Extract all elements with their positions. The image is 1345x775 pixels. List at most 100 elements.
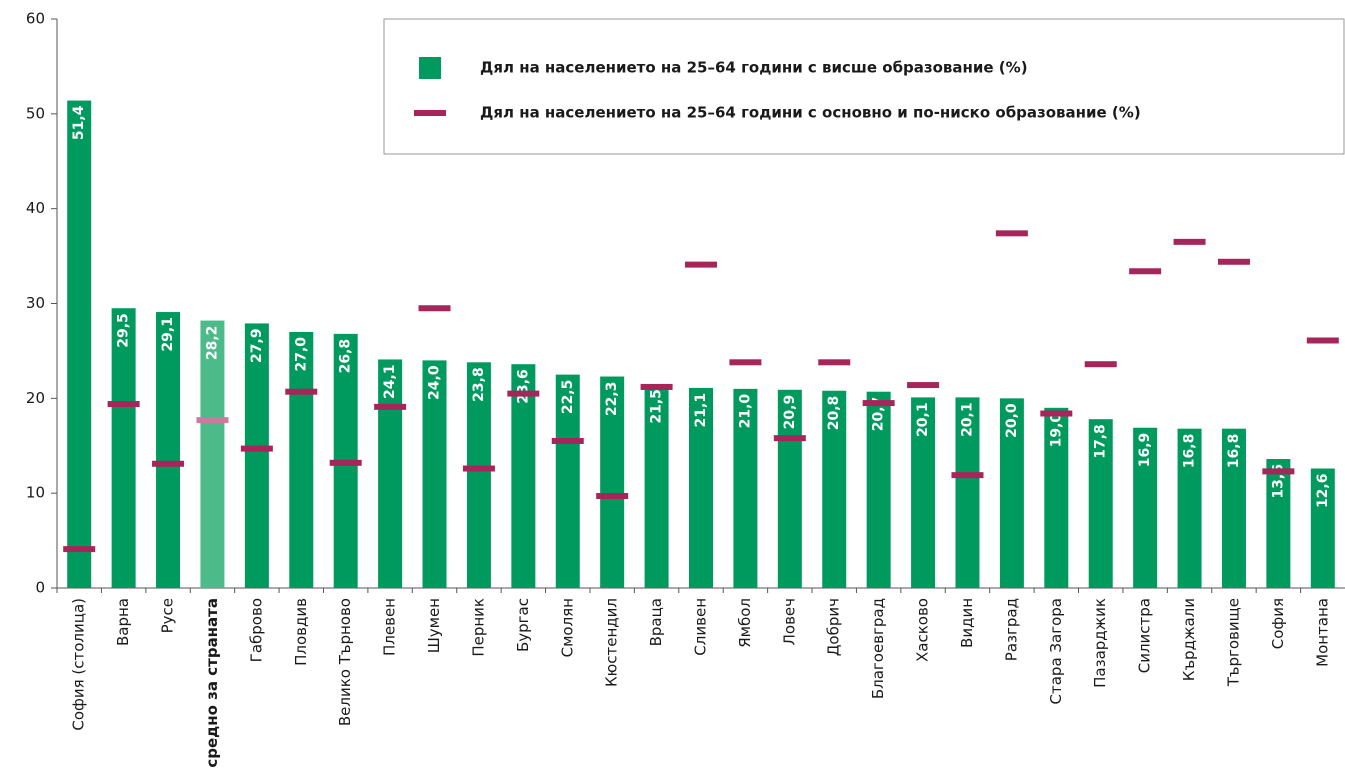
marker bbox=[196, 417, 229, 424]
bar bbox=[777, 389, 802, 588]
y-tick-label: 30 bbox=[26, 294, 45, 312]
legend-label: Дял на населението на 25–64 години с осн… bbox=[480, 104, 1141, 122]
marker bbox=[551, 438, 584, 445]
marker bbox=[729, 359, 762, 366]
bar bbox=[1266, 459, 1291, 588]
x-tick-label: Хасково bbox=[914, 598, 932, 662]
bar bbox=[1310, 468, 1335, 588]
marker bbox=[1040, 410, 1073, 417]
bar bbox=[466, 362, 491, 588]
x-tick-label: Благоевград bbox=[869, 598, 887, 699]
bar bbox=[1177, 428, 1202, 588]
value-label: 12,6 bbox=[1315, 474, 1331, 509]
x-tick-label: Велико Търново bbox=[336, 598, 354, 726]
bar bbox=[1088, 419, 1113, 588]
x-tick-label: Плевен bbox=[381, 598, 399, 656]
value-label: 21,1 bbox=[693, 393, 709, 428]
y-tick-label: 50 bbox=[26, 104, 45, 122]
x-tick-label: Добрич bbox=[825, 598, 843, 656]
marker bbox=[507, 390, 540, 397]
value-label: 27,9 bbox=[249, 328, 265, 363]
x-tick-label: Габрово bbox=[247, 598, 265, 662]
y-tick-label: 20 bbox=[26, 389, 45, 407]
x-tick-label: Перник bbox=[469, 598, 487, 657]
value-label: 16,9 bbox=[1137, 433, 1153, 468]
value-label: 24,1 bbox=[382, 364, 398, 399]
bar bbox=[689, 387, 713, 588]
x-tick-label: Ямбол bbox=[736, 598, 754, 648]
x-tick-label: Търговище bbox=[1224, 598, 1242, 687]
bar bbox=[422, 360, 447, 588]
x-tick-label: Враца bbox=[647, 598, 665, 646]
legend-swatch bbox=[419, 57, 441, 79]
bar bbox=[111, 308, 136, 588]
marker bbox=[1262, 468, 1295, 475]
value-label: 29,5 bbox=[116, 313, 132, 348]
marker bbox=[951, 472, 984, 479]
x-tick-label: Шумен bbox=[425, 598, 443, 653]
marker bbox=[152, 460, 185, 467]
x-tick-label: средно за страната bbox=[203, 598, 221, 768]
legend-swatch bbox=[414, 110, 446, 116]
bar bbox=[289, 331, 314, 588]
y-tick-label: 60 bbox=[26, 10, 45, 28]
marker bbox=[773, 435, 806, 442]
bar bbox=[1133, 427, 1158, 588]
legend-box bbox=[383, 18, 1345, 155]
value-label: 22,5 bbox=[560, 380, 576, 415]
y-tick-label: 0 bbox=[35, 579, 45, 597]
marker bbox=[462, 465, 495, 472]
value-label: 26,8 bbox=[338, 339, 354, 374]
x-tick-label: София (столица) bbox=[70, 598, 88, 731]
bar bbox=[378, 359, 403, 588]
legend-label: Дял на населението на 25–64 години с вис… bbox=[480, 59, 1028, 77]
bar bbox=[600, 376, 625, 588]
value-label: 24,0 bbox=[427, 365, 443, 400]
x-tick-label: Бургас bbox=[514, 598, 532, 652]
value-label: 20,9 bbox=[782, 395, 798, 430]
marker bbox=[818, 359, 851, 366]
y-tick-label: 10 bbox=[26, 484, 45, 502]
x-tick-label: Кърджали bbox=[1180, 598, 1198, 681]
y-tick-label: 40 bbox=[26, 199, 45, 217]
value-label: 21,0 bbox=[737, 394, 753, 429]
marker bbox=[1173, 238, 1206, 245]
x-tick-label: Ловеч bbox=[780, 598, 798, 645]
value-label: 20,8 bbox=[826, 396, 842, 431]
marker bbox=[374, 403, 407, 410]
value-label: 28,2 bbox=[204, 326, 220, 361]
marker bbox=[907, 382, 940, 389]
value-label: 17,8 bbox=[1093, 424, 1109, 459]
bar bbox=[244, 323, 269, 588]
value-label: 21,5 bbox=[649, 389, 665, 424]
x-tick-label: Монтана bbox=[1313, 598, 1331, 667]
marker bbox=[1306, 337, 1339, 344]
value-label: 23,6 bbox=[515, 369, 531, 404]
value-label: 20,0 bbox=[1004, 403, 1020, 438]
x-tick-label: Русе bbox=[159, 598, 177, 633]
marker bbox=[1084, 361, 1117, 368]
x-tick-label: Смолян bbox=[558, 598, 576, 657]
value-label: 16,8 bbox=[1226, 434, 1242, 469]
bar bbox=[911, 397, 936, 588]
bar bbox=[1044, 407, 1069, 588]
marker bbox=[107, 401, 140, 408]
marker bbox=[1129, 268, 1162, 275]
bar bbox=[156, 312, 181, 588]
bar bbox=[644, 384, 669, 588]
bar bbox=[866, 391, 891, 588]
x-tick-label: Видин bbox=[958, 598, 976, 648]
x-tick-label: Варна bbox=[114, 598, 132, 646]
marker bbox=[640, 383, 673, 390]
value-label: 23,8 bbox=[471, 367, 487, 402]
marker bbox=[240, 445, 273, 452]
bar bbox=[200, 320, 225, 588]
marker bbox=[1217, 258, 1250, 265]
value-label: 20,1 bbox=[915, 402, 931, 437]
bar bbox=[822, 390, 847, 588]
marker bbox=[285, 388, 318, 395]
marker bbox=[329, 459, 362, 466]
marker bbox=[995, 230, 1028, 237]
bar bbox=[955, 397, 980, 588]
